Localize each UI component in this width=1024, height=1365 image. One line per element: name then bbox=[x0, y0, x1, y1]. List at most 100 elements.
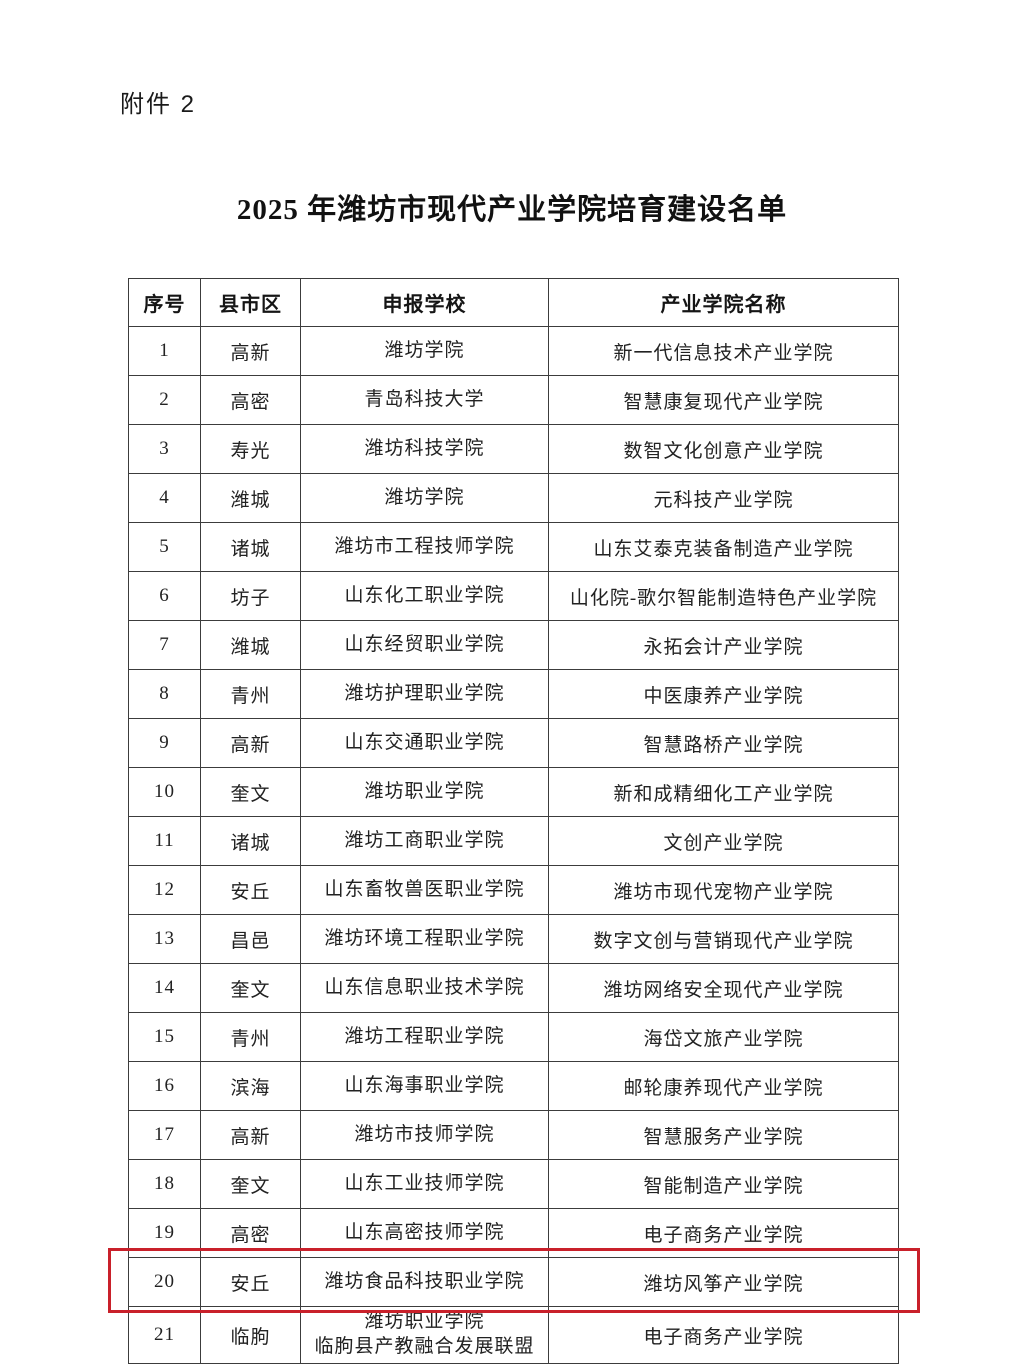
table-row: 19 高密 山东高密技师学院 电子商务产业学院 bbox=[128, 1208, 899, 1258]
cell-school: 潍坊市工程技师学院 bbox=[300, 522, 549, 572]
table-row: 1 高新 潍坊学院 新一代信息技术产业学院 bbox=[128, 326, 899, 376]
cell-school: 潍坊职业学院 bbox=[300, 767, 549, 817]
cell-no: 12 bbox=[128, 865, 201, 915]
table-row: 20 安丘 潍坊食品科技职业学院 潍坊风筝产业学院 bbox=[128, 1257, 899, 1307]
cell-no: 9 bbox=[128, 718, 201, 768]
cell-college: 数智文化创意产业学院 bbox=[548, 424, 899, 474]
cell-college: 智慧康复现代产业学院 bbox=[548, 375, 899, 425]
table-row: 21 临朐 潍坊职业学院 临朐县产教融合发展联盟 电子商务产业学院 bbox=[128, 1306, 899, 1364]
table-row: 5 诸城 潍坊市工程技师学院 山东艾泰克装备制造产业学院 bbox=[128, 522, 899, 572]
cell-district: 奎文 bbox=[200, 767, 301, 817]
cell-college: 电子商务产业学院 bbox=[548, 1306, 899, 1364]
table-row: 8 青州 潍坊护理职业学院 中医康养产业学院 bbox=[128, 669, 899, 719]
cell-school: 潍坊学院 bbox=[300, 473, 549, 523]
cell-school: 山东信息职业技术学院 bbox=[300, 963, 549, 1013]
colleges-table: 序号 县市区 申报学校 产业学院名称 1 高新 潍坊学院 新一代信息技术产业学院… bbox=[128, 278, 899, 1364]
cell-school: 山东交通职业学院 bbox=[300, 718, 549, 768]
cell-school: 潍坊工程职业学院 bbox=[300, 1012, 549, 1062]
cell-college: 新一代信息技术产业学院 bbox=[548, 326, 899, 376]
cell-school: 潍坊市技师学院 bbox=[300, 1110, 549, 1160]
cell-college: 永拓会计产业学院 bbox=[548, 620, 899, 670]
table-row: 10 奎文 潍坊职业学院 新和成精细化工产业学院 bbox=[128, 767, 899, 817]
table-row: 3 寿光 潍坊科技学院 数智文化创意产业学院 bbox=[128, 424, 899, 474]
cell-school: 潍坊食品科技职业学院 bbox=[300, 1257, 549, 1307]
cell-no: 2 bbox=[128, 375, 201, 425]
table-row: 16 滨海 山东海事职业学院 邮轮康养现代产业学院 bbox=[128, 1061, 899, 1111]
table-row: 18 奎文 山东工业技师学院 智能制造产业学院 bbox=[128, 1159, 899, 1209]
cell-district: 高新 bbox=[200, 1110, 301, 1160]
cell-college: 电子商务产业学院 bbox=[548, 1208, 899, 1258]
cell-no: 3 bbox=[128, 424, 201, 474]
cell-district: 昌邑 bbox=[200, 914, 301, 964]
table-row: 9 高新 山东交通职业学院 智慧路桥产业学院 bbox=[128, 718, 899, 768]
cell-district: 诸城 bbox=[200, 816, 301, 866]
document-title: 2025 年潍坊市现代产业学院培育建设名单 bbox=[236, 194, 788, 226]
cell-school: 潍坊护理职业学院 bbox=[300, 669, 549, 719]
cell-school: 潍坊工商职业学院 bbox=[300, 816, 549, 866]
cell-district: 诸城 bbox=[200, 522, 301, 572]
cell-no: 6 bbox=[128, 571, 201, 621]
cell-school: 潍坊学院 bbox=[300, 326, 549, 376]
table-row: 11 诸城 潍坊工商职业学院 文创产业学院 bbox=[128, 816, 899, 866]
cell-district: 奎文 bbox=[200, 1159, 301, 1209]
table-row: 12 安丘 山东畜牧兽医职业学院 潍坊市现代宠物产业学院 bbox=[128, 865, 899, 915]
table-row: 4 潍城 潍坊学院 元科技产业学院 bbox=[128, 473, 899, 523]
cell-no: 4 bbox=[128, 473, 201, 523]
cell-college: 潍坊风筝产业学院 bbox=[548, 1257, 899, 1307]
cell-college: 潍坊网络安全现代产业学院 bbox=[548, 963, 899, 1013]
cell-school: 山东工业技师学院 bbox=[300, 1159, 549, 1209]
table-row: 6 坊子 山东化工职业学院 山化院-歌尔智能制造特色产业学院 bbox=[128, 571, 899, 621]
cell-school: 山东经贸职业学院 bbox=[300, 620, 549, 670]
cell-district: 安丘 bbox=[200, 865, 301, 915]
table-row: 13 昌邑 潍坊环境工程职业学院 数字文创与营销现代产业学院 bbox=[128, 914, 899, 964]
header-cell-no: 序号 bbox=[128, 278, 201, 327]
header-cell-school: 申报学校 bbox=[300, 278, 549, 327]
cell-college: 文创产业学院 bbox=[548, 816, 899, 866]
cell-district: 高新 bbox=[200, 718, 301, 768]
cell-college: 山东艾泰克装备制造产业学院 bbox=[548, 522, 899, 572]
cell-no: 15 bbox=[128, 1012, 201, 1062]
header-cell-college: 产业学院名称 bbox=[548, 278, 899, 327]
cell-district: 安丘 bbox=[200, 1257, 301, 1307]
cell-district: 高密 bbox=[200, 375, 301, 425]
cell-college: 中医康养产业学院 bbox=[548, 669, 899, 719]
cell-district: 寿光 bbox=[200, 424, 301, 474]
cell-district: 高密 bbox=[200, 1208, 301, 1258]
table-row: 7 潍城 山东经贸职业学院 永拓会计产业学院 bbox=[128, 620, 899, 670]
header-cell-district: 县市区 bbox=[200, 278, 301, 327]
cell-college: 智慧路桥产业学院 bbox=[548, 718, 899, 768]
cell-district: 临朐 bbox=[200, 1306, 301, 1364]
cell-school: 山东海事职业学院 bbox=[300, 1061, 549, 1111]
table-row: 17 高新 潍坊市技师学院 智慧服务产业学院 bbox=[128, 1110, 899, 1160]
cell-no: 14 bbox=[128, 963, 201, 1013]
cell-no: 19 bbox=[128, 1208, 201, 1258]
cell-no: 5 bbox=[128, 522, 201, 572]
cell-college: 山化院-歌尔智能制造特色产业学院 bbox=[548, 571, 899, 621]
cell-college: 智能制造产业学院 bbox=[548, 1159, 899, 1209]
cell-no: 20 bbox=[128, 1257, 201, 1307]
table-row: 2 高密 青岛科技大学 智慧康复现代产业学院 bbox=[128, 375, 899, 425]
cell-district: 潍城 bbox=[200, 473, 301, 523]
cell-no: 10 bbox=[128, 767, 201, 817]
cell-no: 11 bbox=[128, 816, 201, 866]
cell-no: 21 bbox=[128, 1306, 201, 1364]
table-body: 1 高新 潍坊学院 新一代信息技术产业学院 2 高密 青岛科技大学 智慧康复现代… bbox=[128, 326, 899, 1364]
cell-district: 奎文 bbox=[200, 963, 301, 1013]
cell-school: 山东畜牧兽医职业学院 bbox=[300, 865, 549, 915]
cell-district: 高新 bbox=[200, 326, 301, 376]
cell-college: 数字文创与营销现代产业学院 bbox=[548, 914, 899, 964]
cell-school: 青岛科技大学 bbox=[300, 375, 549, 425]
table-header-row: 序号 县市区 申报学校 产业学院名称 bbox=[128, 278, 899, 327]
cell-school: 潍坊科技学院 bbox=[300, 424, 549, 474]
cell-school: 山东化工职业学院 bbox=[300, 571, 549, 621]
cell-district: 青州 bbox=[200, 1012, 301, 1062]
cell-district: 坊子 bbox=[200, 571, 301, 621]
cell-college: 邮轮康养现代产业学院 bbox=[548, 1061, 899, 1111]
cell-no: 17 bbox=[128, 1110, 201, 1160]
cell-college: 元科技产业学院 bbox=[548, 473, 899, 523]
cell-no: 7 bbox=[128, 620, 201, 670]
cell-no: 1 bbox=[128, 326, 201, 376]
cell-college: 海岱文旅产业学院 bbox=[548, 1012, 899, 1062]
cell-district: 潍城 bbox=[200, 620, 301, 670]
cell-no: 8 bbox=[128, 669, 201, 719]
